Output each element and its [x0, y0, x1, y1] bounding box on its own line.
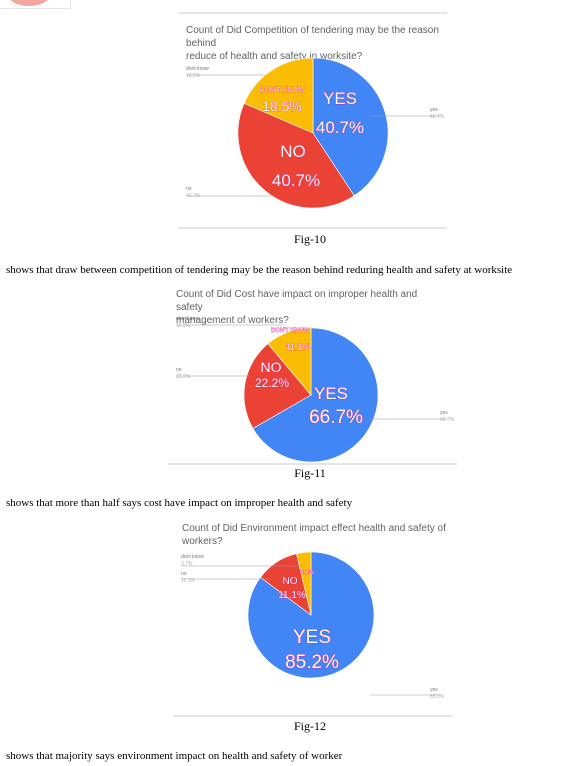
callout-label-yes: yes — [440, 410, 448, 416]
cropped-image-fragment — [8, 0, 50, 6]
figure-description: shows that more than half says cost have… — [6, 497, 353, 509]
chart-title-line-1: Count of Did Competition of tendering ma… — [186, 25, 439, 49]
callout-label-yes: yes — [430, 687, 438, 693]
figure-10: Count of Did Competition of tendering ma… — [0, 0, 570, 250]
pie-slice-dont-know — [243, 57, 314, 134]
chart-title: Count of Did Competition of tendering ma… — [186, 24, 456, 63]
callout-label-no: no — [176, 367, 182, 373]
slice-percent-dont-know: 18.5% — [262, 98, 302, 114]
slice-label-yes: YES — [314, 384, 348, 403]
pie-slice-no — [243, 343, 312, 429]
chart-title-line-1: Count of Did Cost have impact on imprope… — [176, 289, 418, 313]
slice-percent-no: 40.7% — [272, 171, 320, 190]
callout-percent-dont-know: 11.1% — [176, 323, 190, 329]
figure-caption: Fig-12 — [293, 719, 326, 733]
slice-label-yes: YES — [323, 89, 357, 108]
cropped-image-corner — [0, 0, 71, 9]
callout-percent-yes: 40.7% — [430, 114, 445, 120]
chart-title-line-1: Count of Did Environment impact effect h… — [182, 523, 446, 534]
slice-label-no: NO — [283, 576, 298, 587]
slice-label-dont-know: DON'T KNOW — [271, 328, 310, 334]
callout-percent-no: 40.7% — [186, 193, 201, 199]
callout-label-yes: yes — [430, 107, 438, 113]
slice-label-yes: YES — [293, 627, 331, 648]
callout-percent-dont-know: 3.7% — [181, 561, 193, 567]
callout-label-no: no — [181, 571, 187, 577]
chart-title-line-2: workers? — [182, 536, 223, 547]
pie-slice-yes — [252, 327, 379, 463]
callout-label-no: no — [186, 186, 192, 192]
slice-percent-dont-know: 11.1% — [286, 342, 311, 352]
figure-caption: Fig-11 — [294, 466, 326, 480]
callout-percent-yes: 85.2% — [430, 694, 445, 700]
figure-description: shows that draw between competition of t… — [6, 264, 513, 276]
callout-label-dont-know: dont know — [186, 66, 209, 72]
slice-label-no: NO — [261, 359, 282, 375]
slice-percent-yes: 85.2% — [285, 652, 339, 673]
slice-label-no: NO — [280, 142, 306, 161]
figure-caption: Fig-10 — [293, 232, 326, 246]
slice-label-dont-know: DON'T KNOW — [260, 87, 305, 94]
callout-percent-no: 11.1% — [181, 578, 195, 584]
slice-percent-dont-know: 3.7% — [300, 570, 314, 576]
chart-title: Count of Did Cost have impact on imprope… — [176, 288, 446, 327]
pie-slice-no — [237, 102, 355, 209]
pie-slice-dont-know — [296, 551, 312, 616]
callout-label-dont-know: dont know — [181, 554, 204, 560]
callout-percent-no: 22.2% — [176, 374, 191, 380]
chart-title-line-2: management of workers? — [176, 315, 289, 326]
callout-percent-yes: 66.7% — [440, 417, 455, 423]
slice-percent-no: 22.2% — [255, 376, 289, 390]
pie-slice-dont-know — [267, 327, 312, 396]
figure-description: shows that majority says environment imp… — [6, 750, 343, 762]
chart-title: Count of Did Environment impact effect h… — [182, 522, 452, 548]
slice-percent-yes: 40.7% — [316, 118, 364, 137]
slice-percent-no: 11.1% — [278, 590, 306, 601]
figure-11: Count of Did Cost have impact on imprope… — [0, 280, 570, 490]
figure-12: Count of Did Environment impact effect h… — [0, 512, 570, 742]
callout-label-dont-know: dont know — [176, 316, 199, 322]
callout-percent-dont-know: 18.5% — [186, 73, 201, 79]
chart-title-line-2: reduce of health and safety in worksite? — [186, 51, 363, 62]
slice-percent-yes: 66.7% — [309, 407, 363, 428]
